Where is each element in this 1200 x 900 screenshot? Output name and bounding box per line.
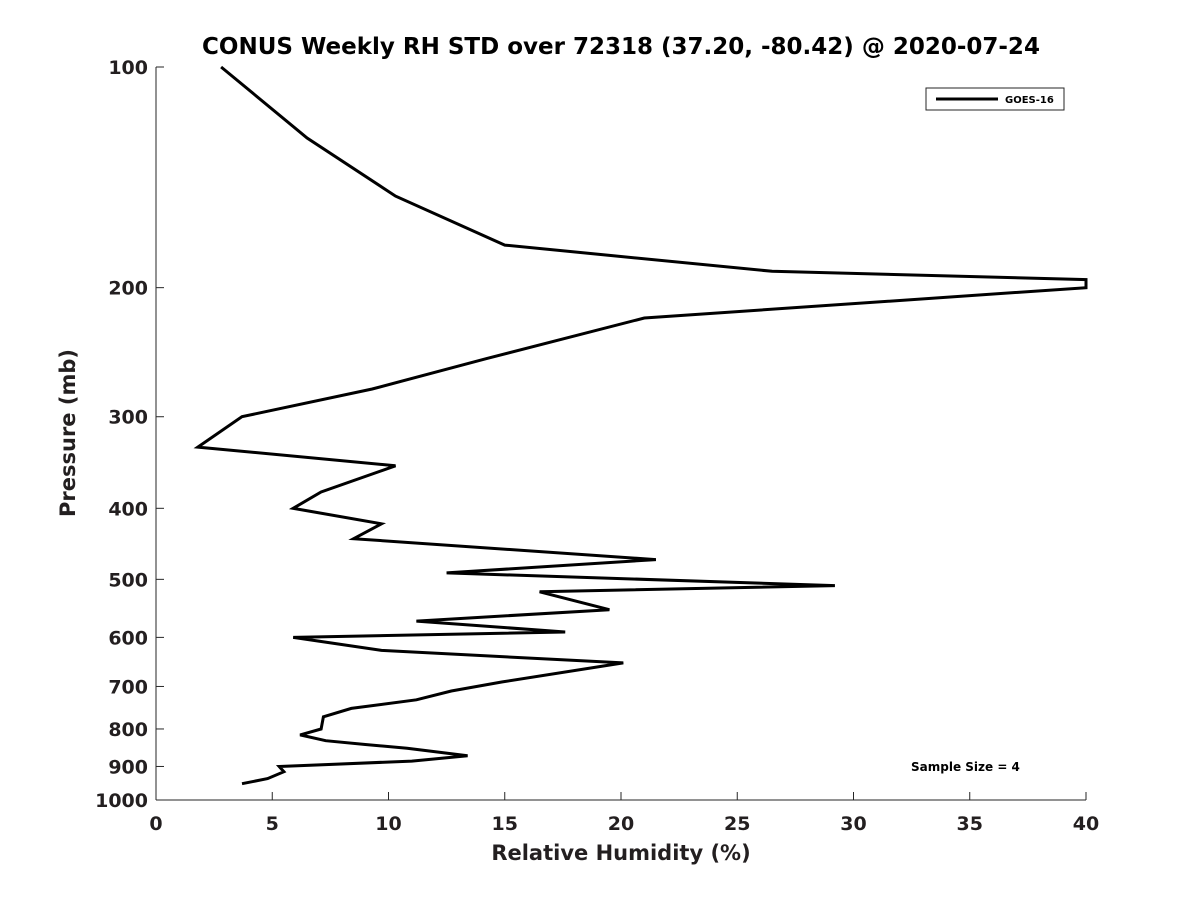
x-tick-label-4: 20 bbox=[608, 813, 634, 835]
x-tick-label-3: 15 bbox=[492, 813, 518, 835]
series-layer bbox=[193, 65, 1088, 786]
x-tick-label-6: 30 bbox=[840, 813, 866, 835]
y-tick-label-3: 400 bbox=[108, 498, 148, 520]
y-tick-label-2: 300 bbox=[108, 407, 148, 429]
y-tick-label-4: 500 bbox=[108, 569, 148, 591]
y-tick-label-0: 100 bbox=[108, 57, 148, 79]
y-tick-label-1: 200 bbox=[108, 278, 148, 300]
y-ticks: 100 200 300 400 500 600 700 800 900 1000 bbox=[95, 57, 164, 812]
chart-title: CONUS Weekly RH STD over 72318 (37.20, -… bbox=[202, 34, 1040, 60]
x-axis-label: Relative Humidity (%) bbox=[491, 841, 750, 865]
x-tick-label-2: 10 bbox=[375, 813, 401, 835]
y-axis-label: Pressure (mb) bbox=[56, 349, 80, 517]
x-tick-label-7: 35 bbox=[957, 813, 983, 835]
y-tick-label-7: 800 bbox=[108, 719, 148, 741]
y-tick-label-6: 700 bbox=[108, 676, 148, 698]
x-ticks: 0 5 10 15 20 25 30 35 40 bbox=[149, 792, 1099, 835]
legend-label-goes-16: GOES-16 bbox=[1005, 95, 1054, 106]
x-tick-label-8: 40 bbox=[1073, 813, 1099, 835]
y-tick-label-5: 600 bbox=[108, 627, 148, 649]
series-line-goes-16 bbox=[193, 65, 1088, 786]
y-tick-label-8: 900 bbox=[108, 756, 148, 778]
x-tick-label-5: 25 bbox=[724, 813, 750, 835]
x-tick-label-0: 0 bbox=[149, 813, 162, 835]
legend: GOES-16 bbox=[925, 87, 1065, 111]
y-tick-label-9: 1000 bbox=[95, 790, 148, 812]
sample-size-annotation: Sample Size = 4 bbox=[911, 760, 1020, 774]
x-tick-label-1: 5 bbox=[266, 813, 279, 835]
